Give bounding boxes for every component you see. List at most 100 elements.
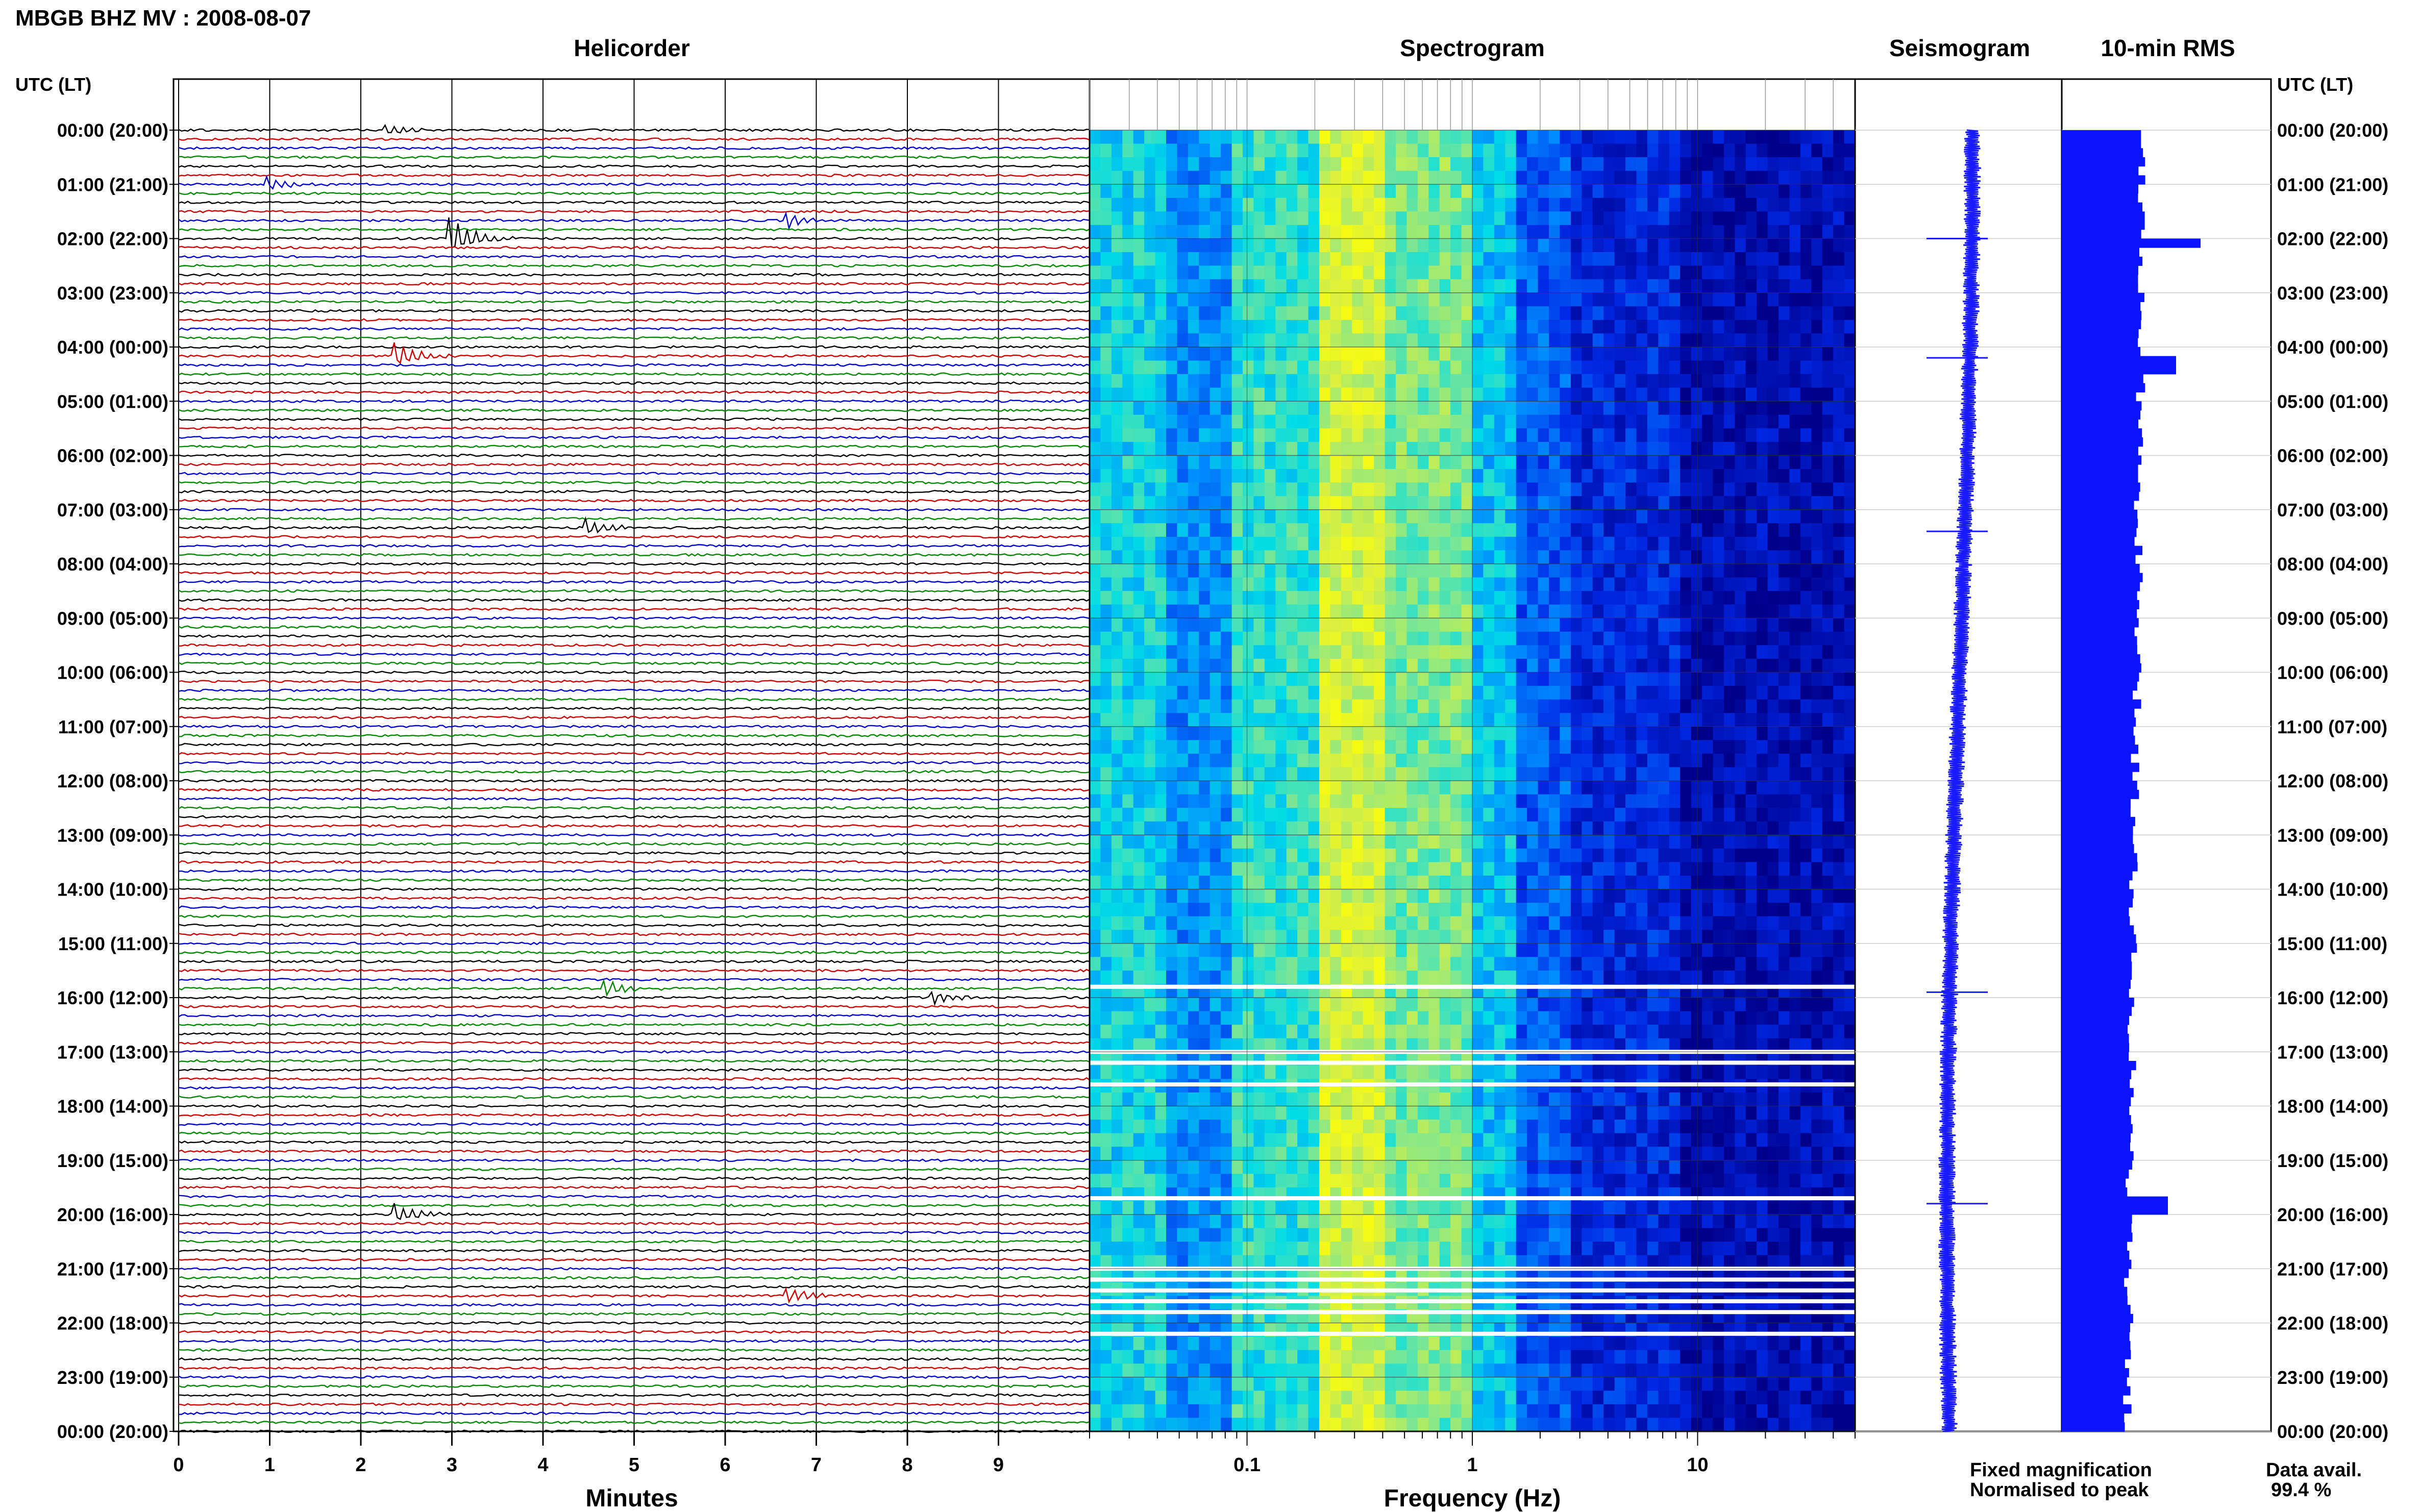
spectrogram-cell xyxy=(1822,889,1834,903)
spectrogram-cell xyxy=(1494,699,1505,713)
spectrogram-cell xyxy=(1144,265,1156,280)
spectrogram-cell xyxy=(1133,496,1145,510)
spectrogram-cell xyxy=(1450,509,1462,524)
spectrogram-cell xyxy=(1385,523,1396,537)
spectrogram-cell xyxy=(1319,821,1330,835)
spectrogram-cell xyxy=(1592,1025,1604,1039)
spectrogram-cell xyxy=(1680,333,1692,348)
spectrogram-cell xyxy=(1363,509,1374,524)
spectrogram-cell xyxy=(1549,713,1560,727)
helicorder-trace xyxy=(178,869,1090,873)
spectrogram-cell xyxy=(1582,794,1593,808)
spectrogram-cell xyxy=(1516,401,1527,415)
spectrogram-cell xyxy=(1406,401,1418,415)
spectrogram-cell xyxy=(1210,211,1221,226)
spectrogram-cell xyxy=(1735,509,1746,524)
spectrogram-cell xyxy=(1286,496,1298,510)
spectrogram-cell xyxy=(1483,821,1495,835)
spectrogram-cell xyxy=(1461,699,1473,713)
spectrogram-cell xyxy=(1090,808,1101,822)
spectrogram-cell xyxy=(1188,482,1199,497)
spectrogram-cell xyxy=(1286,903,1298,917)
spectrogram-cell xyxy=(1100,618,1112,632)
spectrogram-cell xyxy=(1669,482,1681,497)
spectrogram-cell xyxy=(1800,496,1812,510)
spectrogram-cell xyxy=(1199,252,1211,266)
spectrogram-cell xyxy=(1789,713,1801,727)
spectrogram-cell xyxy=(1090,374,1101,388)
minute-tick-label: 3 xyxy=(447,1454,457,1476)
spectrogram-cell xyxy=(1538,536,1549,551)
spectrogram-cell xyxy=(1188,333,1199,348)
spectrogram-cell xyxy=(1221,957,1232,971)
spectrogram-cell xyxy=(1483,509,1495,524)
helicorder-trace xyxy=(178,733,1090,737)
spectrogram-cell xyxy=(1658,265,1670,280)
spectrogram-cell xyxy=(1297,577,1309,591)
spectrogram-cell xyxy=(1745,523,1757,537)
spectrogram-cell xyxy=(1592,374,1604,388)
spectrogram-cell xyxy=(1319,672,1330,686)
helicorder-trace xyxy=(178,300,1090,304)
spectrogram-cell xyxy=(1767,211,1779,226)
spectrogram-cell xyxy=(1243,1025,1254,1039)
spectrogram-cell xyxy=(1603,753,1615,768)
spectrogram-cell xyxy=(1472,319,1484,334)
spectrogram-cell xyxy=(1691,279,1702,293)
spectrogram-cell xyxy=(1166,319,1177,334)
spectrogram-cell xyxy=(1417,401,1429,415)
spectrogram-cell xyxy=(1779,360,1790,375)
spectrogram-cell xyxy=(1428,225,1440,239)
spectrogram-cell xyxy=(1735,753,1746,768)
spectrogram-cell xyxy=(1264,1025,1276,1039)
spectrogram-cell xyxy=(1614,645,1626,659)
spectrogram-cell xyxy=(1133,1011,1145,1025)
spectrogram-cell xyxy=(1406,726,1418,740)
spectrogram-cell xyxy=(1669,319,1681,334)
spectrogram-cell xyxy=(1363,428,1374,442)
spectrogram-cell xyxy=(1680,211,1692,226)
spectrogram-cell xyxy=(1188,591,1199,605)
spectrogram-cell xyxy=(1363,740,1374,754)
spectrogram-cell xyxy=(1647,292,1659,307)
spectrogram-cell xyxy=(1319,333,1330,348)
spectrogram-cell xyxy=(1811,591,1823,605)
spectrogram-cell xyxy=(1549,523,1560,537)
spectrogram-cell xyxy=(1396,699,1407,713)
spectrogram-cell xyxy=(1243,428,1254,442)
spectrogram-cell xyxy=(1647,306,1659,320)
spectrogram-cell xyxy=(1111,916,1123,930)
spectrogram-cell xyxy=(1757,550,1768,564)
spectrogram-cell xyxy=(1352,211,1364,226)
spectrogram-cell xyxy=(1155,496,1167,510)
spectrogram-cell xyxy=(1275,482,1287,497)
spectrogram-cell xyxy=(1231,401,1243,415)
spectrogram-cell xyxy=(1406,130,1418,144)
spectrogram-cell xyxy=(1264,130,1276,144)
spectrogram-cell xyxy=(1603,130,1615,144)
spectrogram-cell xyxy=(1713,875,1724,890)
spectrogram-cell xyxy=(1439,157,1451,171)
spectrogram-cell xyxy=(1691,835,1702,849)
spectrogram-cell xyxy=(1789,631,1801,646)
spectrogram-cell xyxy=(1691,875,1702,890)
spectrogram-cell xyxy=(1275,1011,1287,1025)
spectrogram-cell xyxy=(1439,428,1451,442)
spectrogram-cell xyxy=(1144,496,1156,510)
spectrogram-cell xyxy=(1767,564,1779,578)
spectrogram-cell xyxy=(1647,536,1659,551)
spectrogram-cell xyxy=(1385,550,1396,564)
spectrogram-cell xyxy=(1396,428,1407,442)
spectrogram-cell xyxy=(1472,428,1484,442)
spectrogram-cell xyxy=(1275,781,1287,795)
spectrogram-cell xyxy=(1505,1038,1517,1052)
spectrogram-cell xyxy=(1680,577,1692,591)
spectrogram-cell xyxy=(1516,577,1527,591)
spectrogram-cell xyxy=(1549,333,1560,348)
spectrogram-cell xyxy=(1582,808,1593,822)
spectrogram-cell xyxy=(1680,862,1692,876)
spectrogram-cell xyxy=(1231,808,1243,822)
spectrogram-cell xyxy=(1111,1025,1123,1039)
spectrogram-cell xyxy=(1822,238,1834,253)
spectrogram-cell xyxy=(1658,794,1670,808)
